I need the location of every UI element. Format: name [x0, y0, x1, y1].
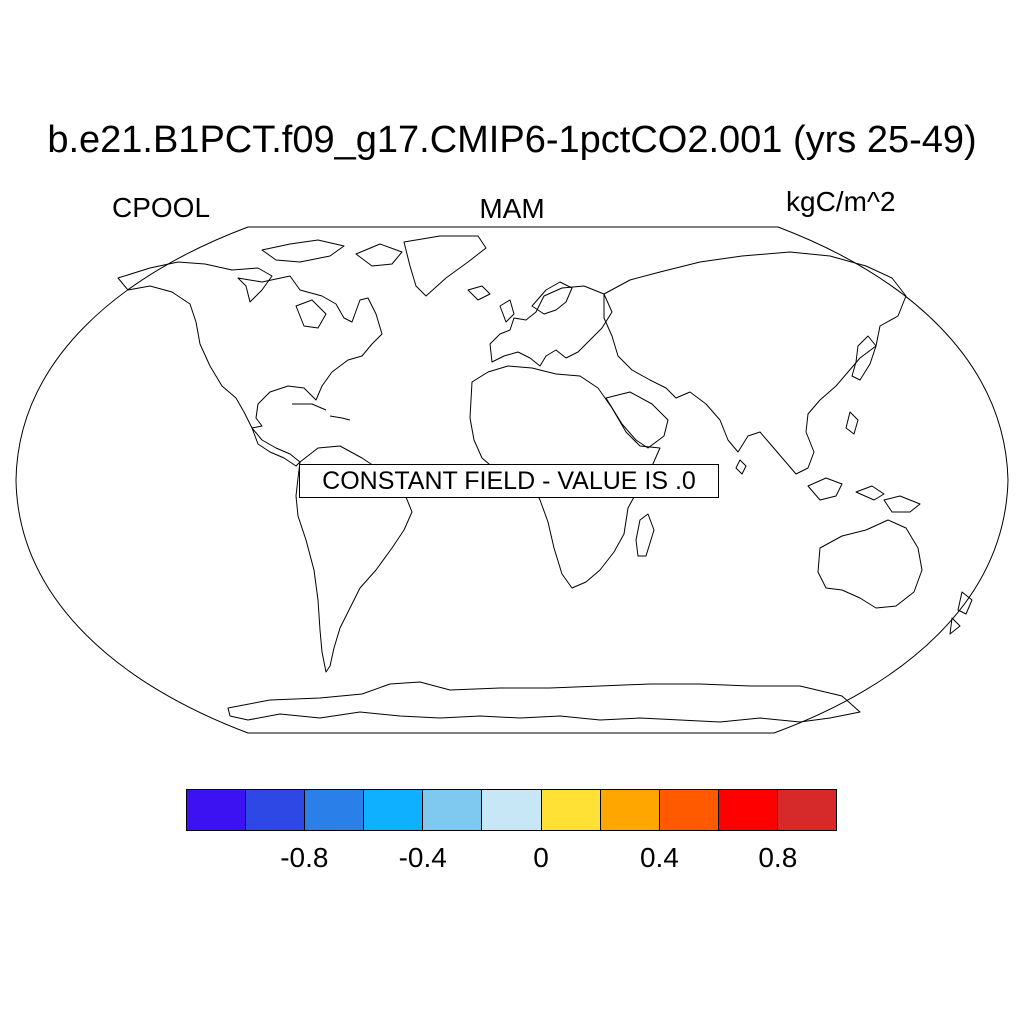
coastline-iceland	[467, 285, 491, 301]
colorbar-tick-label: 0.8	[758, 842, 798, 873]
season-label: MAM	[479, 193, 545, 224]
coastline-australia	[817, 519, 923, 609]
constant-field-notice: CONSTANT FIELD - VALUE IS .0	[299, 464, 719, 498]
coastline-arctic-islands	[261, 239, 403, 267]
colorbar-box	[246, 790, 306, 830]
colorbar-box	[187, 790, 247, 830]
colorbar-tick-label: -0.8	[280, 842, 329, 873]
colorbar-tick-label: -0.4	[398, 842, 447, 873]
coastline-madagascar	[635, 513, 655, 557]
coastline-north-america	[117, 261, 383, 429]
colorbar-box	[482, 790, 542, 830]
colorbar-tick-label: 0.4	[639, 842, 679, 873]
coastline-central-america	[251, 427, 301, 467]
variable-name: CPOOL	[112, 192, 211, 223]
colorbar-box	[659, 790, 719, 830]
colorbar-box	[600, 790, 660, 830]
coastline-hudson-bay	[295, 299, 327, 329]
units-label: kgC/m^2	[786, 186, 896, 217]
coastline-new-zealand	[949, 591, 973, 635]
colorbar-tick-label: 0	[533, 842, 549, 873]
coastline-europe	[489, 285, 613, 367]
colorbar-box	[777, 790, 837, 830]
coastline-caribbean	[292, 403, 351, 421]
coastline-british-isles	[499, 299, 515, 323]
coastline-sri-lanka	[735, 459, 747, 475]
coastline-scandinavia	[531, 281, 573, 315]
coastline-greenland	[403, 235, 487, 297]
map-outline	[15, 226, 1009, 734]
coastline-indonesia	[807, 477, 921, 513]
colorbar	[186, 789, 837, 831]
colorbar-box	[364, 790, 424, 830]
plot-title: b.e21.B1PCT.f09_g17.CMIP6-1pctCO2.001 (y…	[47, 119, 977, 161]
coastline-japan	[851, 335, 877, 381]
coastline-antarctica	[227, 681, 861, 723]
coastline-philippines	[845, 411, 859, 435]
colorbar-box	[541, 790, 601, 830]
colorbar-box	[305, 790, 365, 830]
colorbar-box	[423, 790, 483, 830]
coastline-asia	[603, 251, 907, 475]
colorbar-box	[718, 790, 778, 830]
coastline-arabia	[605, 391, 669, 449]
coastlines	[117, 235, 973, 723]
